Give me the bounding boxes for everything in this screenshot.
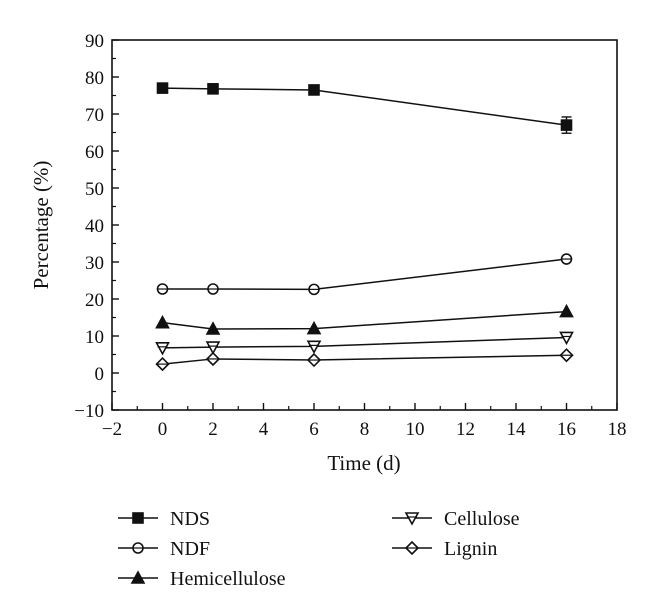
y-axis-ticks: −10 0 10 20 30 40 50 60 70 80 90 [74,31,119,422]
series-nds [156,82,573,134]
data-point-cellulose [559,331,574,346]
y-tick-label: 10 [85,327,104,348]
series-cellulose [155,331,574,356]
x-tick-label: 2 [208,419,218,440]
legend-marker-ndf [132,542,144,554]
legend-label: Cellulose [444,508,520,530]
y-tick-label: −10 [74,401,104,422]
x-tick-label: 12 [456,419,475,440]
plot-area: −2 0 2 4 6 8 10 12 14 16 18 −10 0 10 20 30 40 50 60 70 80 90 [74,31,626,440]
series-line-nds [162,87,567,126]
legend-marker-lignin [404,540,420,556]
data-point-nds [156,82,169,94]
legend-label: Hemicellulose [170,568,286,590]
data-point-lignin [155,356,170,372]
x-tick-label: 0 [158,419,168,440]
series-line-cellulose [162,336,567,349]
x-tick-label: 10 [406,419,425,440]
x-tick-label: 16 [557,419,576,440]
series-hemicellulose [155,303,574,335]
data-point-cellulose [155,342,170,356]
y-tick-label: 30 [85,253,104,274]
data-point-ndf [207,283,219,295]
x-tick-label: 8 [360,419,370,440]
y-tick-label: 80 [85,68,104,89]
legend-marker-cellulose [404,512,420,526]
data-point-hemicellulose [155,315,170,329]
data-point-lignin [559,348,574,363]
data-point-ndf [560,253,573,265]
legend-marker-hemicellulose [130,570,146,584]
legend-marker-nds [132,512,144,524]
legend: NDS NDF Hemicellulose Cellulose Lignin [118,508,520,590]
series-line-hemicellulose [162,310,567,330]
y-tick-label: 60 [85,142,104,163]
data-point-nds [308,84,320,96]
legend-item-cellulose: Cellulose [392,508,520,530]
legend-item-hemicellulose: Hemicellulose [118,568,286,590]
y-tick-label: 0 [95,364,105,385]
data-point-nds [207,83,219,95]
series-layer [155,82,574,372]
x-tick-label: −2 [102,419,122,440]
x-axis-title: Time (d) [327,451,400,475]
y-tick-label: 20 [85,290,104,311]
legend-label: NDS [170,508,210,530]
legend-label: Lignin [444,538,497,560]
plot-frame [111,39,618,411]
y-tick-label: 40 [85,216,104,237]
data-point-nds [560,119,573,131]
y-tick-label: 90 [85,31,104,52]
data-point-ndf [156,283,169,295]
legend-label: NDF [170,538,210,560]
y-tick-label: 70 [85,105,104,126]
data-point-hemicellulose [205,321,221,335]
data-point-hemicellulose [306,320,322,335]
data-point-hemicellulose [559,303,574,318]
x-axis-ticks: −2 0 2 4 6 8 10 12 14 16 18 [102,403,627,440]
legend-item-lignin: Lignin [392,538,497,560]
series-line-lignin [162,354,567,365]
data-point-ndf [308,283,320,296]
data-point-lignin [306,352,322,368]
data-point-lignin [205,351,221,367]
y-axis-title: Percentage (%) [29,161,53,290]
x-tick-label: 6 [309,419,319,440]
x-tick-label: 14 [507,419,527,440]
legend-item-ndf: NDF [118,538,210,560]
x-tick-label: 4 [259,419,269,440]
series-line-ndf [162,258,567,291]
y-tick-label: 50 [85,179,104,200]
data-point-cellulose [205,341,221,355]
x-tick-label: 18 [608,419,627,440]
legend-item-nds: NDS [118,508,210,530]
series-ndf [156,253,573,296]
series-lignin [155,348,574,372]
data-point-cellulose [306,340,322,355]
